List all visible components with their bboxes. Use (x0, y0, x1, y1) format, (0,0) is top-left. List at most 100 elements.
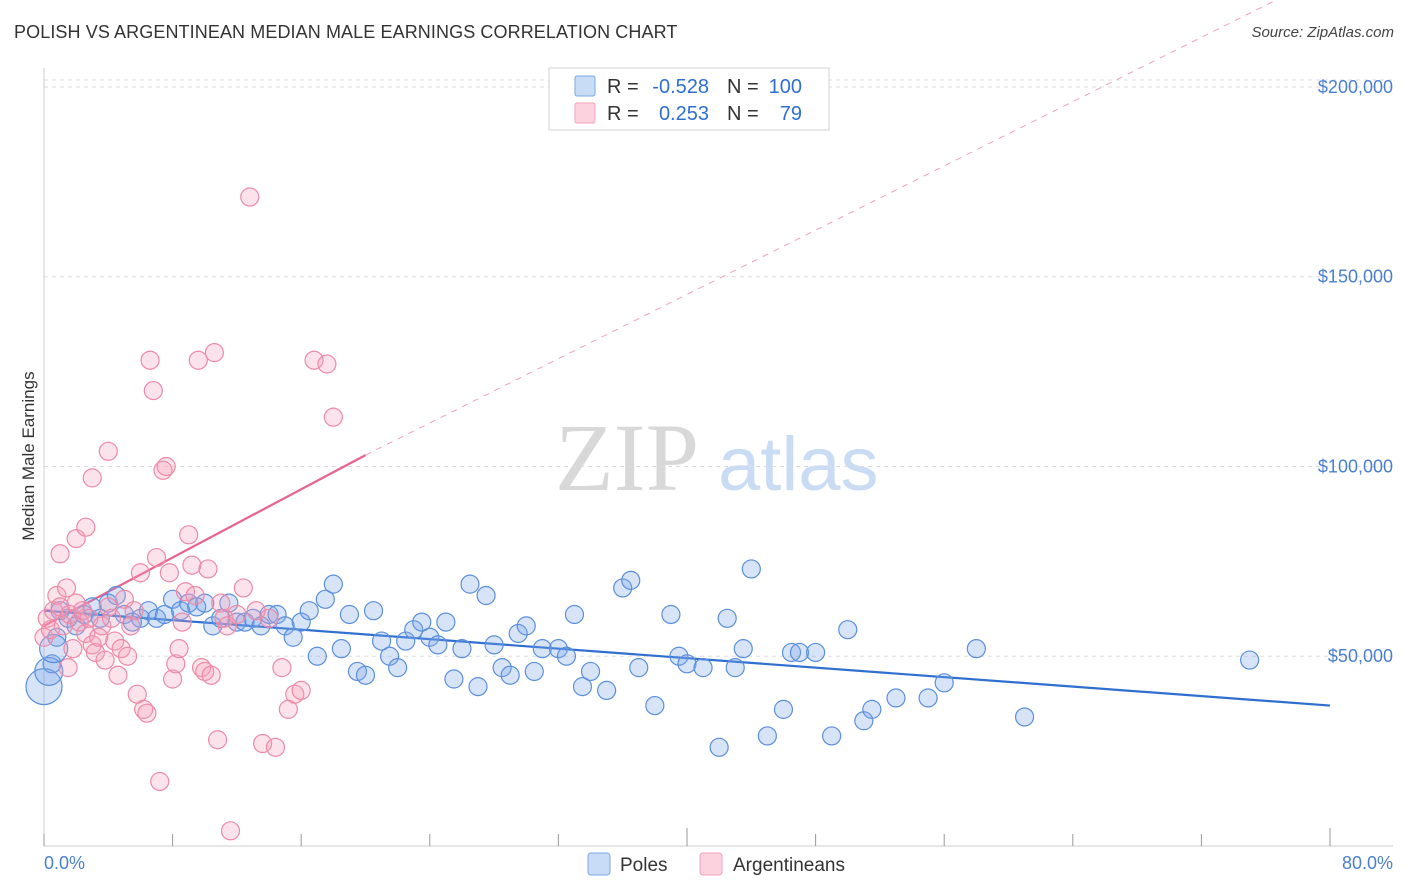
poles-point-81 (733, 639, 753, 659)
argentineans-point-42 (169, 639, 189, 659)
poles-point-87 (805, 642, 826, 663)
y-tick-labels: $50,000 $100,000 $150,000 $200,000 (1318, 77, 1393, 666)
poles-point-54 (460, 574, 480, 594)
poles-point-43 (371, 631, 392, 651)
poles-point-99 (39, 634, 69, 664)
poles-point-33 (291, 612, 311, 632)
argentineans-point-23 (108, 665, 128, 685)
argentineans-point-77 (98, 441, 118, 461)
poles-trend-line (43, 609, 1331, 707)
poles-point-70 (613, 578, 633, 598)
poles-point-8 (90, 608, 110, 628)
argentineans-point-22 (105, 631, 125, 651)
y-tick-label-0: $50,000 (1328, 646, 1393, 666)
poles-point-45 (388, 658, 408, 678)
poles-point-92 (886, 688, 906, 708)
argentineans-point-36 (150, 771, 170, 792)
poles-point-28 (251, 616, 271, 636)
stats-legend-box (548, 67, 830, 131)
argentineans-point-73 (50, 544, 70, 564)
poles-point-13 (130, 608, 151, 628)
argentineans-point-60 (233, 578, 253, 598)
argentineans-point-53 (204, 343, 224, 363)
poles-point-51 (436, 612, 456, 632)
argentineans-point-5 (50, 597, 70, 617)
poles-point-46 (396, 631, 416, 651)
poles-point-44 (380, 646, 400, 666)
argentineans-point-21 (101, 608, 122, 628)
poles-point-90 (854, 711, 874, 731)
argentineans-point-66 (272, 658, 292, 678)
x-tick-max: 80.0% (1342, 853, 1393, 873)
argentineans-point-54 (208, 730, 228, 750)
poles-point-86 (789, 642, 810, 663)
argentineans-point-1 (37, 608, 57, 628)
poles-point-41 (355, 665, 376, 685)
argentineans-point-78 (58, 658, 78, 678)
poles-point-32 (283, 627, 303, 647)
argentineans-point-44 (175, 582, 196, 602)
argentineans-point-37 (153, 460, 173, 480)
argentineans-n-label: N = (727, 103, 759, 125)
argentineans-point-18 (92, 616, 112, 636)
poles-point-78 (709, 737, 729, 757)
poles-point-53 (452, 639, 472, 659)
argentineans-point-26 (117, 646, 138, 666)
poles-point-62 (524, 661, 544, 682)
poles-n-label: N = (727, 76, 759, 98)
poles-point-7 (82, 597, 102, 617)
argentineans-point-35 (146, 547, 167, 568)
poles-point-66 (564, 604, 585, 625)
poles-point-58 (492, 658, 512, 678)
legend-poles-swatch (587, 852, 611, 876)
poles-point-73 (645, 695, 665, 716)
argentineans-point-6 (53, 616, 73, 636)
poles-point-77 (693, 658, 713, 678)
argentineans-point-38 (156, 456, 176, 477)
poles-point-50 (428, 635, 448, 655)
poles-point-91 (862, 699, 882, 719)
poles-point-59 (500, 665, 520, 685)
argentineans-point-69 (291, 680, 311, 701)
argentineans-point-27 (121, 616, 141, 636)
argentineans-point-7 (56, 578, 77, 598)
source-label: Source: ZipAtlas.com (1251, 24, 1394, 41)
argentineans-point-47 (185, 585, 205, 606)
argentineans-point-13 (76, 623, 96, 644)
poles-point-42 (363, 601, 384, 621)
watermark-atlas: atlas (718, 422, 879, 507)
poles-point-55 (468, 677, 488, 697)
poles-point-47 (404, 620, 424, 640)
poles-point-71 (621, 570, 641, 590)
poles-point-37 (323, 574, 343, 594)
poles-point-60 (508, 623, 528, 644)
poles-point-97 (1240, 650, 1260, 670)
poles-point-79 (717, 608, 737, 628)
argentineans-trend-extension (365, 0, 1278, 456)
poles-point-22 (203, 616, 223, 636)
poles-r-value: -0.528 (652, 76, 709, 98)
poles-point-89 (838, 620, 858, 640)
legend-argentineans-label: Argentineans (733, 855, 845, 876)
argentineans-point-0 (34, 627, 54, 647)
argentineans-point-41 (166, 654, 186, 674)
poles-point-61 (516, 616, 536, 636)
argentineans-point-30 (130, 563, 151, 583)
poles-point-80 (725, 658, 745, 678)
poles-swatch (574, 75, 596, 97)
argentineans-point-8 (60, 604, 80, 625)
poles-point-72 (629, 658, 649, 678)
argentineans-point-28 (124, 601, 144, 621)
argentineans-point-4 (47, 585, 67, 606)
y-tick-label-3: $200,000 (1318, 77, 1393, 97)
poles-point-24 (219, 593, 239, 613)
poles-point-96 (1014, 707, 1035, 727)
poles-point-67 (572, 677, 593, 697)
poles-point-82 (741, 559, 761, 579)
y-tick-label-1: $100,000 (1318, 456, 1393, 476)
argentineans-trend-line (43, 454, 367, 627)
poles-point-38 (331, 639, 351, 659)
argentineans-point-16 (85, 642, 106, 663)
poles-point-88 (822, 726, 842, 746)
